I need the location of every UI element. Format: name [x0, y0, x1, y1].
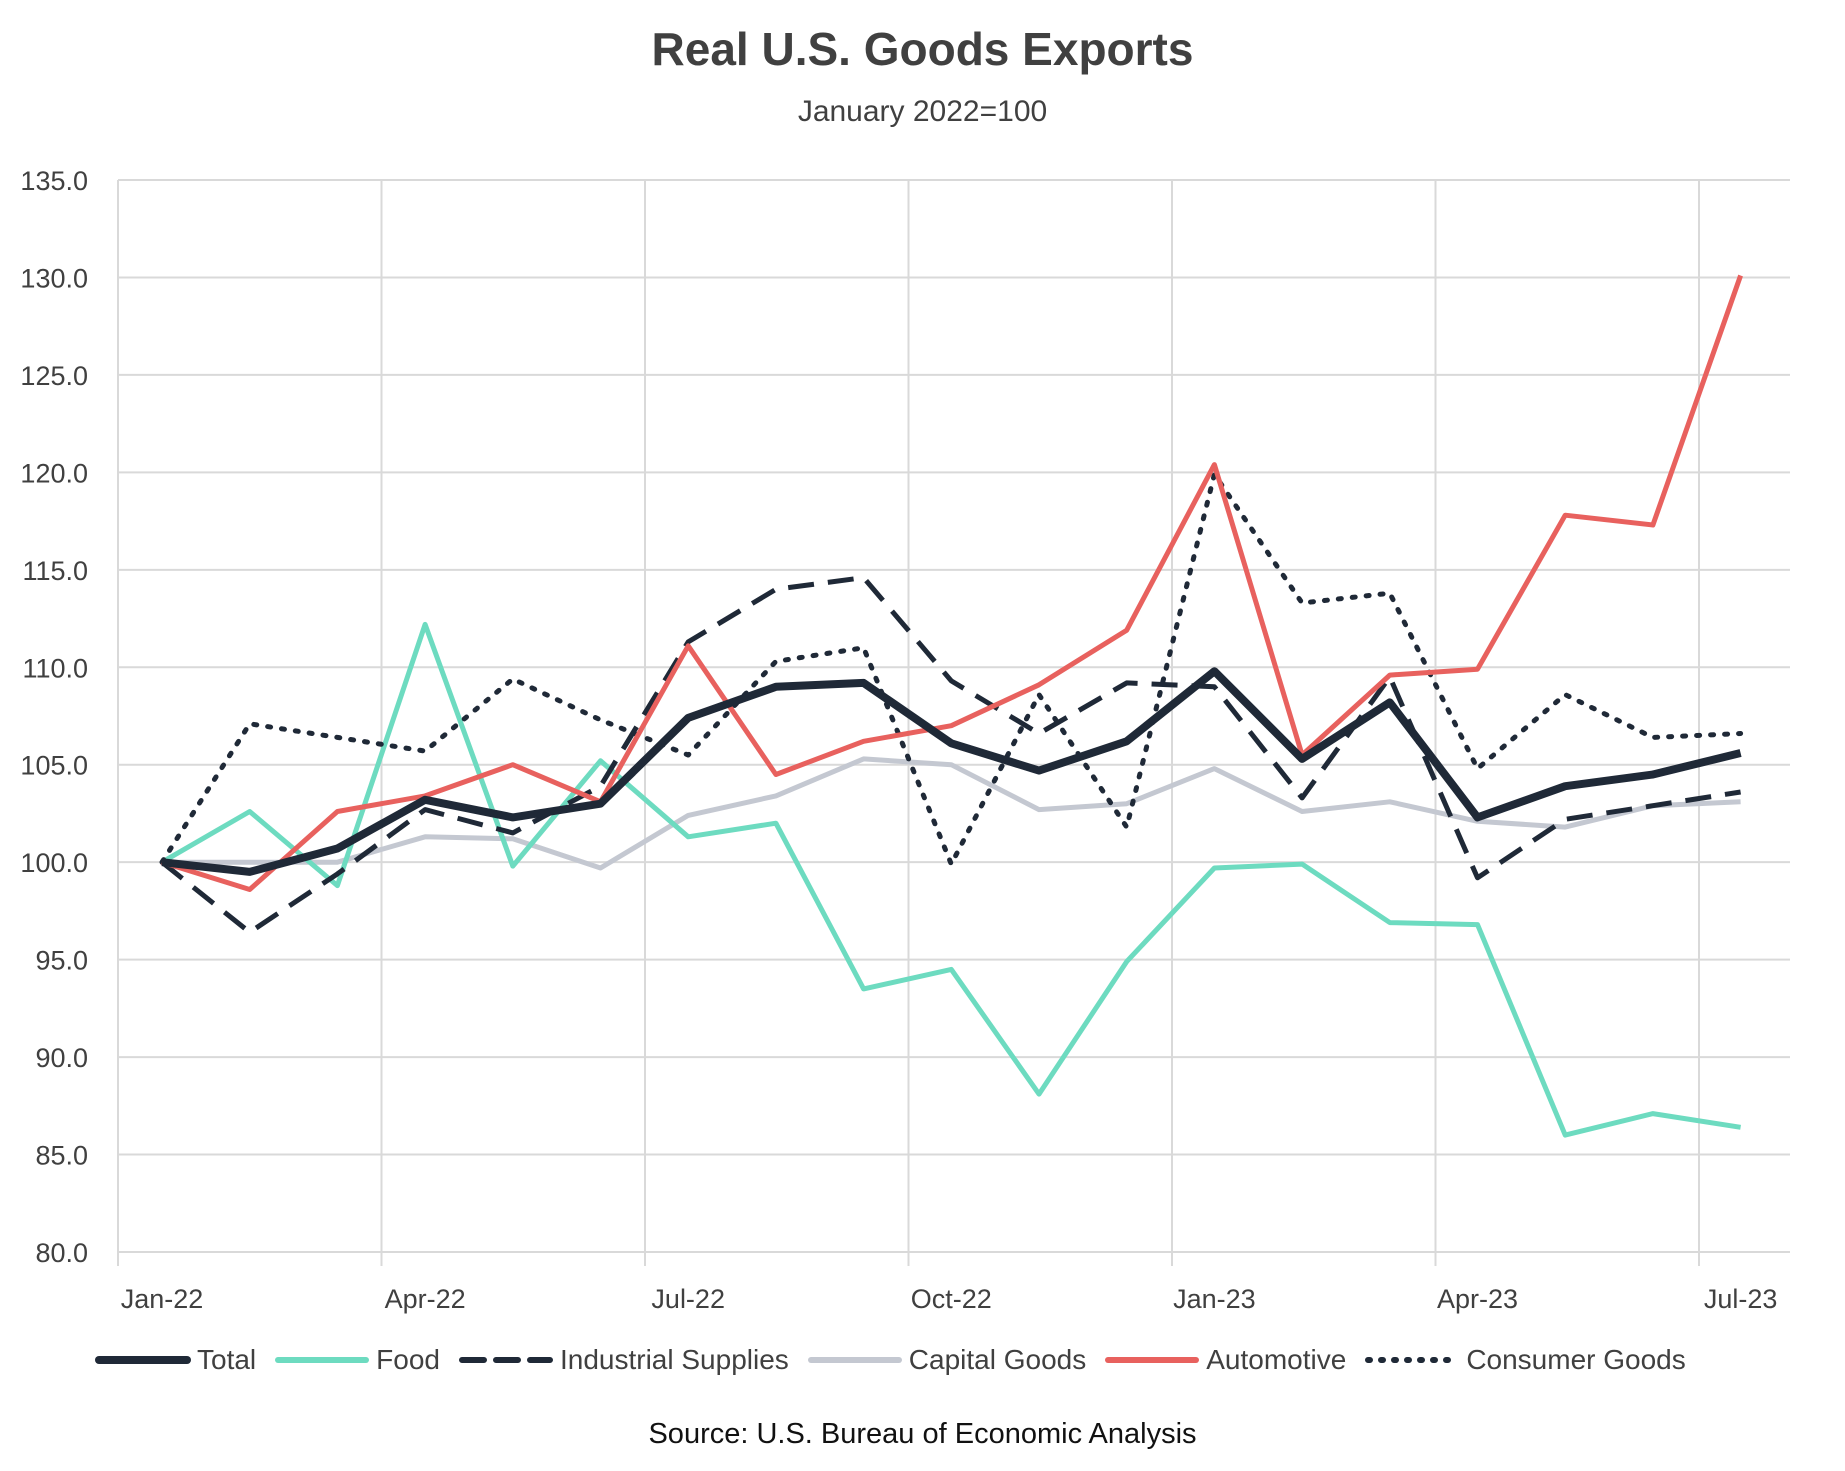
legend-swatch [1105, 1357, 1200, 1363]
legend-label: Capital Goods [908, 1344, 1087, 1375]
legend-item: Automotive [1104, 1344, 1346, 1376]
legend-item: Industrial Supplies [458, 1344, 789, 1376]
source-note: Source: U.S. Bureau of Economic Analysis [648, 1418, 1197, 1450]
series-line-industrial-supplies [160, 575, 1741, 935]
y-tick-label: 100.0 [20, 848, 88, 878]
legend-swatch [807, 1357, 902, 1363]
legend-item: Consumer Goods [1364, 1344, 1686, 1376]
gridlines [117, 179, 1790, 1266]
x-tick-label: Jan-23 [1173, 1284, 1256, 1314]
series-line-automotive [161, 274, 1743, 892]
x-tick-label: Jul-22 [651, 1284, 725, 1314]
series-line-consumer-goods [159, 471, 1744, 867]
chart-title: Real U.S. Goods Exports [651, 23, 1194, 75]
y-tick-label: 90.0 [35, 1043, 88, 1073]
y-tick-label: 105.0 [20, 751, 88, 781]
x-tick-label: Oct-22 [911, 1284, 992, 1314]
x-tick-label: Apr-22 [385, 1284, 466, 1314]
series-lines [159, 274, 1744, 1138]
x-tick-label: Jul-23 [1704, 1284, 1778, 1314]
legend-swatch [458, 1357, 553, 1363]
y-tick-label: 135.0 [20, 166, 88, 196]
legend-swatch [275, 1357, 370, 1363]
legend-swatch [95, 1356, 191, 1364]
legend-label: Total [197, 1344, 257, 1375]
legend-label: Industrial Supplies [559, 1344, 789, 1375]
axes: 80.0 85.0 90.0 95.0 100.0 105.0 110.0 115.0 120.… [20, 166, 1790, 1314]
legend-item: Food [274, 1344, 440, 1376]
legend-label: Automotive [1206, 1344, 1347, 1375]
series-line-food [160, 621, 1741, 1138]
series-line-total [161, 667, 1742, 876]
y-tick-label: 85.0 [35, 1141, 88, 1171]
y-tick-label: 130.0 [20, 263, 88, 293]
y-tick-label: 120.0 [20, 458, 88, 488]
legend-label: Consumer Goods [1466, 1344, 1686, 1375]
legend-label: Food [376, 1344, 440, 1375]
y-tick-label: 95.0 [35, 946, 88, 976]
legend-item: Total [95, 1344, 256, 1376]
x-tick-label: Apr-23 [1437, 1284, 1518, 1314]
y-tick-label: 110.0 [22, 653, 88, 683]
legend: Total Food Industrial Supplies Capital Good… [95, 1338, 1704, 1382]
y-tick-label: 125.0 [20, 361, 88, 391]
chart-subtitle: January 2022=100 [797, 95, 1048, 128]
y-tick-label: 115.0 [22, 556, 88, 586]
y-tick-label: 80.0 [35, 1238, 88, 1268]
legend-swatch [1365, 1357, 1460, 1363]
x-tick-label: Jan-22 [121, 1284, 204, 1314]
legend-item: Capital Goods [807, 1344, 1086, 1376]
